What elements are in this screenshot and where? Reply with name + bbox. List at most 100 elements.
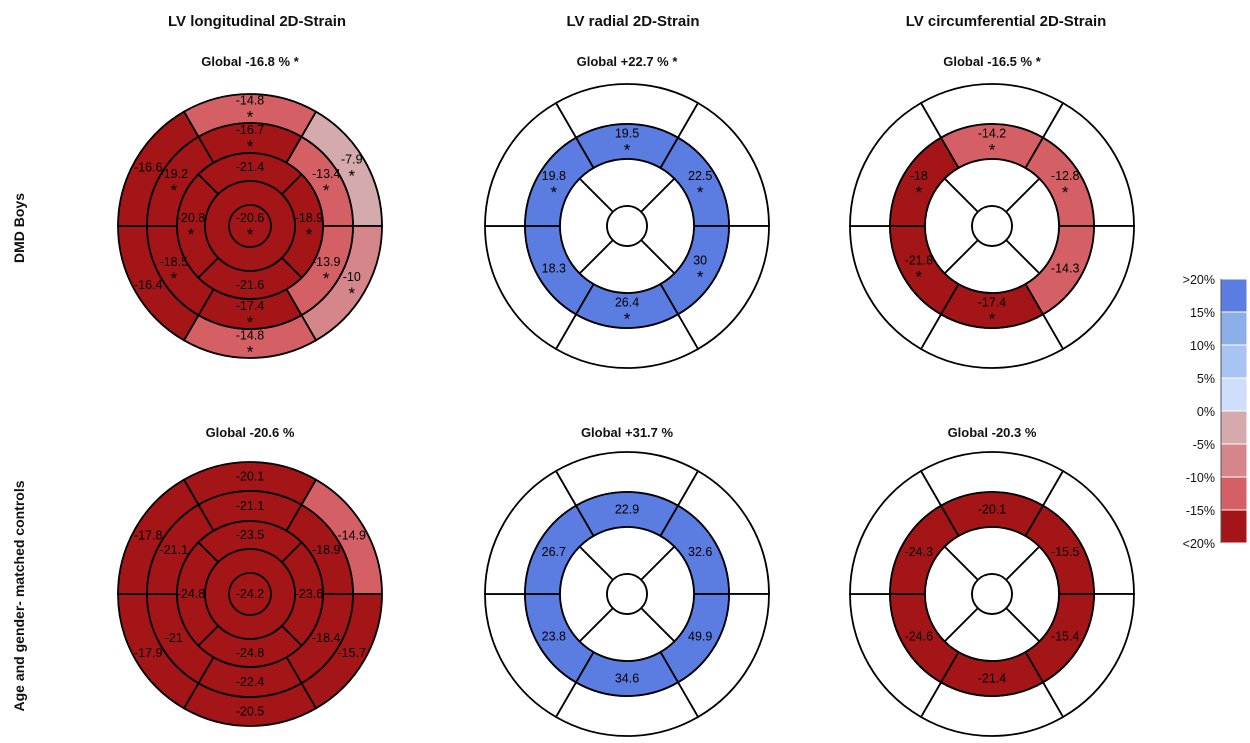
value-apical-septal: -24.8	[177, 587, 206, 601]
global-value: Global +31.7 %	[581, 425, 674, 440]
significance-star-basal-inferolateral: *	[348, 284, 355, 303]
value-basal-anterolateral: -14.9	[338, 528, 367, 542]
segment-apex	[204, 548, 296, 640]
segment-apex	[971, 573, 1013, 615]
value-mid-inferolateral: 49.9	[688, 629, 712, 643]
scale-band-p10	[1220, 344, 1248, 379]
color-scale: >20% 15% 10% 5% 0% -5% -10% -15% <20%	[1183, 273, 1248, 551]
bullseye-dmd-longitudinal: Global -16.8 % *-14.8*-16.7*-7.9*-13.4*-…	[117, 54, 383, 362]
scale-label: -5%	[1193, 438, 1215, 452]
value-mid-inferoseptal: 23.8	[542, 629, 566, 643]
value-mid-inferior: 34.6	[615, 672, 639, 686]
significance-star-mid-inferior: *	[989, 310, 996, 329]
column-title-circumferential: LV circumferential 2D-Strain	[906, 13, 1107, 30]
value-basal-inferior: -14.8	[236, 329, 265, 343]
value-mid-anterolateral: -15.5	[1051, 545, 1080, 559]
value-mid-anterolateral: 32.6	[688, 545, 712, 559]
segment-apex	[204, 180, 296, 272]
value-mid-inferoseptal: -21.8	[905, 253, 934, 267]
value-mid-anteroseptal: 19.8	[542, 169, 566, 183]
value-mid-anterior: -14.2	[978, 127, 1007, 141]
apex-inner-ring	[228, 204, 272, 248]
significance-star-mid-anterior: *	[247, 137, 254, 156]
value-mid-anteroseptal: 26.7	[542, 545, 566, 559]
value-basal-anteroseptal: -17.8	[134, 528, 163, 542]
significance-star-mid-anterolateral: *	[1062, 183, 1069, 202]
value-mid-anterior: 22.9	[615, 503, 639, 517]
scale-band-m15	[1220, 476, 1248, 511]
value-mid-inferior: -22.4	[236, 675, 265, 689]
value-basal-inferoseptal: -17.9	[134, 646, 163, 660]
value-mid-anteroseptal: -21.1	[160, 543, 189, 557]
significance-star-mid-anterior: *	[624, 141, 631, 160]
bullseye-dmd-circumferential: Global -16.5 % *-14.2*-12.8*-14.3-17.4*-…	[849, 54, 1135, 369]
global-value: Global -20.6 %	[206, 425, 295, 440]
scale-label: 0%	[1197, 405, 1215, 419]
value-basal-anterior: -14.8	[236, 94, 265, 108]
bullseye-control-radial: Global +31.7 % 22.9 32.6 49.9 34.6 23.8 26.7	[484, 425, 770, 737]
significance-star-mid-inferolateral: *	[697, 267, 704, 286]
bullseye-control-circumferential: Global -20.3 % -20.1 -15.5 -15.4 -21.4 -24.6 -…	[849, 425, 1135, 737]
bullseye-control-longitudinal: Global -20.6 %-20.1-21.1-14.9-18.9-15.7-…	[117, 425, 383, 727]
significance-star-mid-anterior: *	[989, 141, 996, 160]
value-mid-inferolateral: -18.4	[312, 631, 341, 645]
value-apical-anterior: -21.4	[236, 160, 265, 174]
value-apical-inferior: -21.6	[236, 278, 265, 292]
value-mid-inferior: -17.4	[978, 296, 1007, 310]
value-basal-anterolateral: -7.9	[341, 152, 363, 166]
global-value: Global +22.7 % *	[577, 54, 679, 69]
significance-star-mid-anteroseptal: *	[916, 183, 923, 202]
value-mid-anterolateral: -13.4	[312, 167, 341, 181]
value-apex: -20.6	[236, 211, 265, 225]
scale-label: <20%	[1183, 537, 1215, 551]
significance-star-basal-anterior: *	[247, 108, 254, 127]
value-apical-lateral: -18.9	[295, 211, 324, 225]
segment-apex	[606, 205, 648, 247]
significance-star-mid-inferolateral: *	[323, 269, 330, 288]
segment-apex	[606, 573, 648, 615]
significance-star-mid-inferior: *	[624, 310, 631, 329]
value-mid-inferior: -21.4	[978, 672, 1007, 686]
value-mid-inferoseptal: -18.5	[160, 255, 189, 269]
value-basal-inferior: -20.5	[236, 705, 265, 719]
scale-label: 10%	[1190, 339, 1215, 353]
bullseye-plots: Global -16.8 % *-14.8*-16.7*-7.9*-13.4*-…	[117, 54, 1135, 737]
scale-label: 5%	[1197, 372, 1215, 386]
value-mid-inferoseptal: 18.3	[542, 261, 566, 275]
significance-star-apical-lateral: *	[306, 225, 313, 244]
significance-star-mid-anterolateral: *	[697, 183, 704, 202]
value-apex: -24.2	[236, 587, 265, 601]
significance-star-apical-septal: *	[188, 225, 195, 244]
scale-band-m5	[1220, 410, 1248, 445]
significance-star-mid-anterolateral: *	[323, 181, 330, 200]
significance-star-basal-anterolateral: *	[348, 166, 355, 185]
scale-band-p15	[1220, 311, 1248, 346]
row-label-dmd: DMD Boys	[11, 193, 27, 263]
value-apical-inferior: -24.8	[236, 646, 265, 660]
significance-star-mid-anteroseptal: *	[170, 181, 177, 200]
value-apical-anterior: -23.5	[236, 528, 265, 542]
value-mid-inferior: 26.4	[615, 296, 639, 310]
value-mid-anterior: -20.1	[978, 503, 1007, 517]
scale-band-p20	[1220, 278, 1248, 313]
row-label-controls: Age and gender- matched controls	[11, 480, 27, 711]
value-basal-inferoseptal: -16.4	[134, 278, 163, 292]
value-basal-inferolateral: -15.7	[338, 646, 367, 660]
value-mid-inferolateral: -15.4	[1051, 629, 1080, 643]
column-title-radial: LV radial 2D-Strain	[566, 13, 699, 30]
global-value: Global -16.5 % *	[943, 54, 1041, 69]
value-mid-anterior: 19.5	[615, 127, 639, 141]
significance-star-mid-inferoseptal: *	[916, 267, 923, 286]
value-mid-inferolateral: -13.9	[312, 255, 341, 269]
scale-label: >20%	[1183, 273, 1215, 287]
significance-star-mid-anteroseptal: *	[551, 183, 558, 202]
value-mid-anterolateral: -18.9	[312, 543, 341, 557]
scale-label: -10%	[1186, 471, 1215, 485]
global-value: Global -16.8 % *	[201, 54, 299, 69]
significance-star-apex: *	[247, 225, 254, 244]
scale-label: 15%	[1190, 306, 1215, 320]
value-basal-anterior: -20.1	[236, 470, 265, 484]
value-basal-anteroseptal: -16.6	[134, 160, 163, 174]
scale-band-p5	[1220, 377, 1248, 412]
